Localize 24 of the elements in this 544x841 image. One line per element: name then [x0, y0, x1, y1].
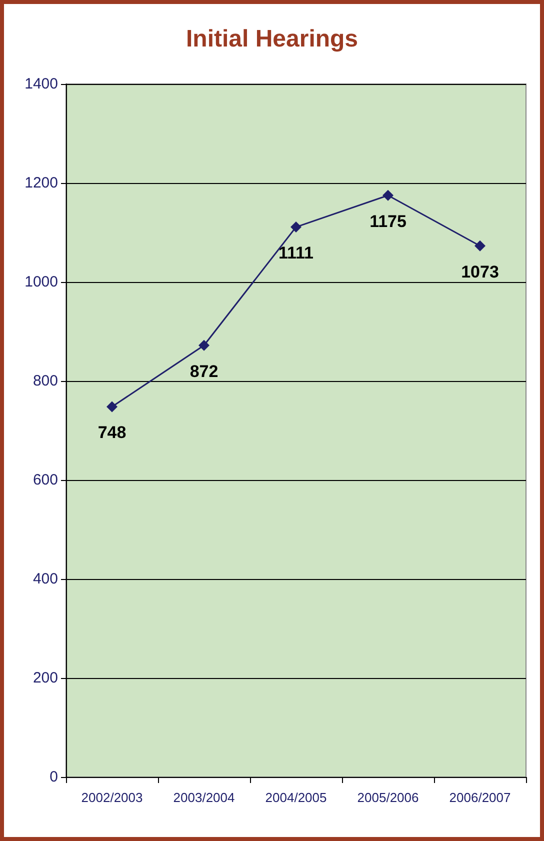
point: [290, 222, 302, 233]
y-tick-label: 1200: [24, 174, 58, 192]
x-tick-label: 2002/2003: [81, 790, 143, 805]
data-label: 748: [98, 423, 126, 442]
data-label: 1175: [370, 212, 406, 231]
x-tick-label: 2004/2005: [265, 790, 327, 805]
point: [106, 401, 118, 412]
data-label: 872: [190, 362, 218, 381]
y-tick-label: 1400: [24, 76, 58, 92]
x-tick-label: 2005/2006: [357, 790, 419, 805]
data-label: 1073: [461, 262, 499, 282]
y-tick-label: 800: [32, 372, 58, 390]
chart-title: Initial Hearings: [186, 26, 358, 52]
y-tick-label: 400: [32, 570, 58, 588]
y-tick-label: 600: [32, 472, 58, 488]
point: [382, 190, 394, 201]
y-tick-label: 200: [32, 670, 58, 686]
y-tick-label: 0: [50, 768, 58, 786]
x-tick-label: 2006/2007: [449, 790, 511, 805]
x-tick-label: 2003/2004: [173, 790, 235, 805]
y-tick-label: 1000: [24, 274, 58, 290]
point: [198, 340, 210, 351]
data-label: 1111: [278, 244, 314, 263]
point: [474, 240, 486, 252]
